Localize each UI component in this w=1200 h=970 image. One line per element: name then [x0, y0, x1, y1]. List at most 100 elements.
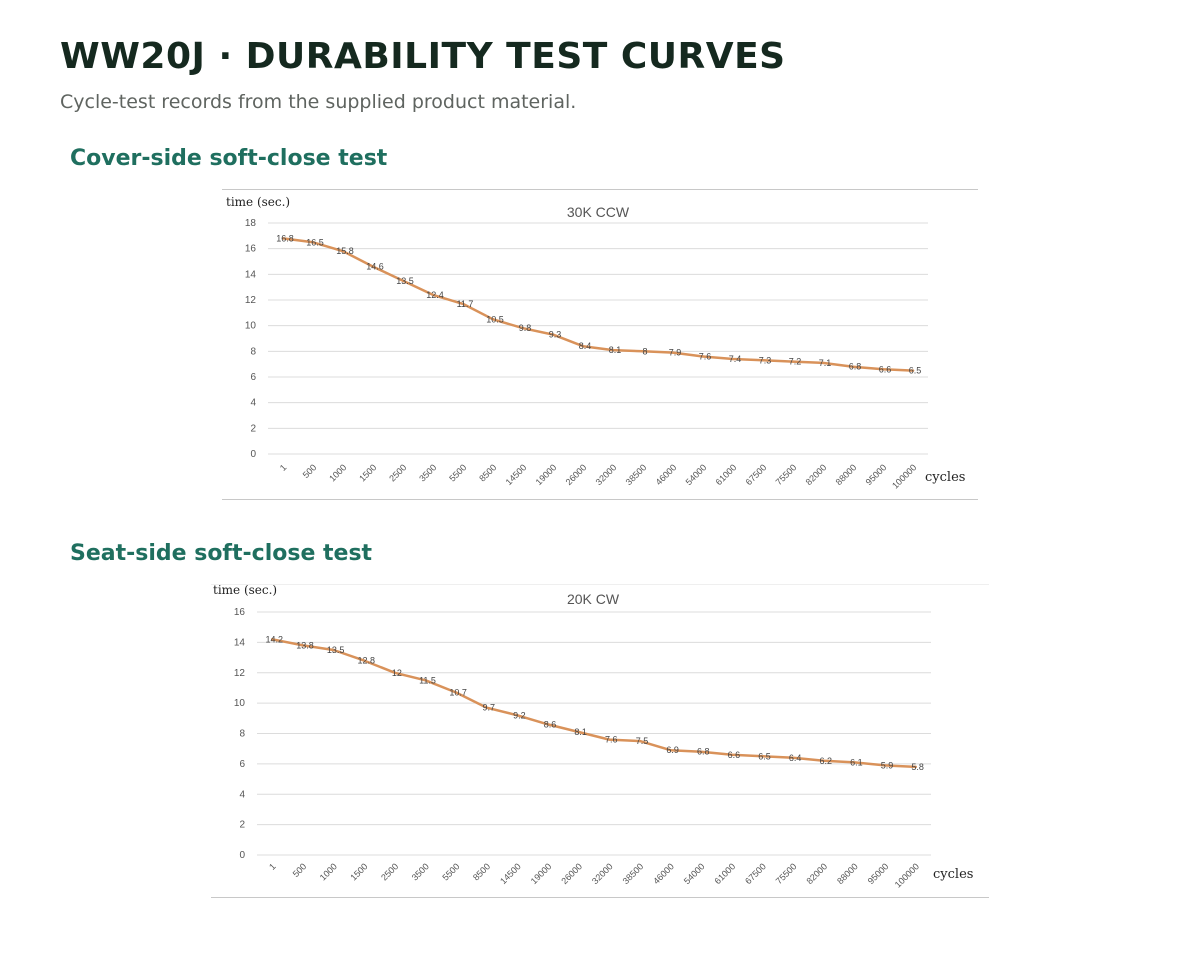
data-point: [731, 357, 735, 361]
data-label: 12.4: [426, 290, 444, 300]
x-tick-label: 100000: [890, 462, 918, 490]
x-tick-label: 32000: [594, 462, 619, 487]
data-label: 6.6: [879, 364, 892, 374]
data-label: 8.1: [609, 345, 622, 355]
data-label: 6.2: [820, 756, 833, 766]
y-tick-label: 6: [239, 759, 245, 770]
y-tick-label: 12: [234, 668, 246, 679]
x-tick-label: 1: [267, 861, 278, 872]
data-label: 8: [642, 346, 647, 356]
x-tick-label: 61000: [714, 462, 739, 487]
y-tick-label: 2: [239, 820, 245, 831]
data-label: 9.3: [549, 330, 562, 340]
data-point: [311, 241, 315, 244]
x-tick-label: 75500: [774, 462, 799, 487]
data-point: [821, 361, 825, 365]
x-tick-label: 67500: [743, 861, 768, 886]
x-tick-label: 5500: [440, 861, 461, 882]
data-label: 16.8: [276, 233, 294, 243]
data-point: [641, 350, 645, 353]
x-tick-label: 54000: [684, 462, 709, 487]
y-tick-label: 14: [245, 269, 257, 280]
x-tick-label: 46000: [654, 462, 679, 487]
x-tick-label: 88000: [834, 462, 859, 487]
data-point: [393, 671, 397, 674]
data-point: [700, 750, 703, 753]
section-heading-cover: Cover-side soft-close test: [70, 146, 388, 171]
data-point: [914, 765, 917, 769]
chart-title: 30K CCW: [567, 204, 630, 220]
data-point: [577, 730, 580, 734]
data-point: [371, 265, 375, 268]
x-tick-label: 38500: [624, 462, 649, 487]
x-tick-label: 82000: [804, 462, 829, 487]
y-tick-label: 0: [250, 449, 256, 460]
seat-chart-figure: 0 2 4 6 8 10 12 14 16 1 500 1000 1500 2500 3500 5500 850…: [211, 584, 989, 898]
data-point: [671, 351, 675, 354]
x-tick-label: 19000: [529, 861, 554, 886]
series-line: [271, 638, 917, 769]
x-tick-label: 100000: [893, 861, 921, 889]
data-label: 16.5: [306, 237, 324, 247]
x-tick-label: 88000: [835, 861, 860, 886]
data-point: [608, 738, 611, 741]
data-point: [485, 706, 488, 709]
page-title: WW20J · DURABILITY TEST CURVES: [60, 36, 786, 77]
data-label: 14.2: [266, 634, 284, 644]
x-tick-label: 5500: [447, 462, 468, 483]
data-label: 7.5: [636, 736, 649, 746]
x-tick-label: 38500: [621, 861, 646, 886]
data-point: [851, 365, 855, 368]
y-tick-label: 8: [250, 346, 256, 357]
data-label: 8.4: [579, 341, 592, 351]
data-label: 6.6: [728, 750, 741, 760]
data-label: 9.2: [513, 710, 526, 720]
data-label: 12.8: [357, 656, 375, 666]
data-point: [363, 659, 366, 662]
x-tick-label: 2500: [387, 462, 408, 483]
data-point: [341, 250, 345, 253]
x-tick-label: 1500: [357, 462, 378, 483]
data-label: 13.5: [327, 645, 345, 655]
x-tick-label: 14500: [504, 462, 529, 487]
data-label: 14.6: [366, 262, 384, 272]
data-label: 7.3: [759, 355, 772, 365]
y-tick-label: 4: [239, 789, 245, 800]
data-label: 13.8: [296, 640, 314, 650]
y-tick-label: 18: [245, 218, 257, 229]
data-label: 5.8: [911, 762, 924, 772]
data-point: [638, 739, 642, 743]
data-point: [521, 327, 525, 330]
y-tick-label: 8: [239, 729, 245, 740]
data-label: 12: [392, 668, 402, 678]
data-label: 7.6: [605, 735, 618, 745]
x-tick-label: 75500: [774, 861, 799, 886]
data-label: 6.8: [697, 747, 710, 757]
x-tick-label: 3500: [410, 861, 431, 882]
x-tick-label: 1500: [348, 861, 369, 882]
data-point: [730, 753, 734, 756]
data-label: 11.7: [457, 299, 474, 309]
cover-chart-figure: 0 2 4 6 8 10 12 14 16 18 1 500 1000 1500 2500 3500 5500 8…: [222, 189, 978, 500]
x-tick-label: 19000: [534, 462, 559, 487]
data-point: [611, 348, 615, 352]
y-axis-label: time (sec.): [226, 195, 290, 209]
y-tick-label: 16: [234, 607, 246, 618]
data-point: [332, 648, 335, 652]
x-tick-label: 95000: [864, 462, 889, 487]
x-tick-label: 8500: [477, 462, 498, 483]
data-label: 11.5: [419, 675, 436, 685]
y-tick-label: 2: [250, 423, 256, 434]
data-label: 9.8: [519, 323, 532, 333]
data-label: 6.5: [909, 366, 922, 376]
x-tick-label: 1000: [318, 861, 339, 882]
data-label: 7.2: [789, 357, 802, 367]
x-tick-label: 26000: [564, 462, 589, 487]
x-tick-label: 500: [301, 462, 319, 480]
data-label: 8.6: [544, 719, 557, 729]
data-point: [461, 302, 465, 306]
data-label: 6.5: [758, 751, 771, 761]
x-tick-label: 1: [278, 462, 289, 473]
data-label: 10.7: [449, 687, 467, 697]
